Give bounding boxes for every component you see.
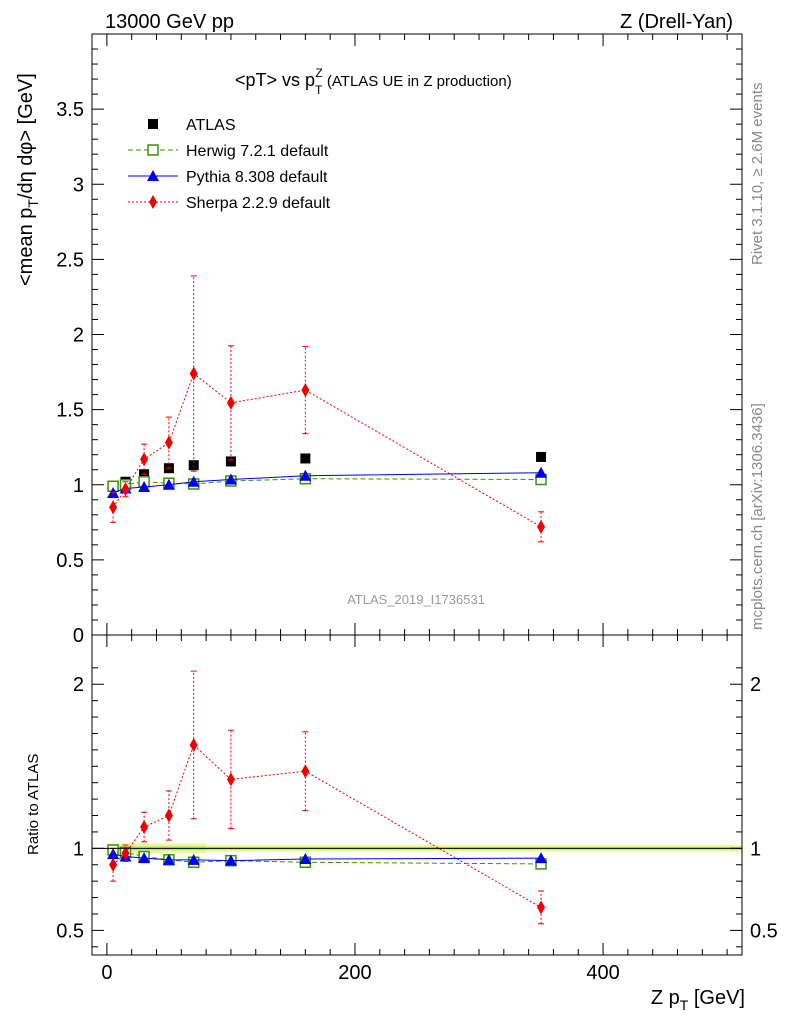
- y-tick-label: 0.5: [56, 550, 84, 572]
- ratio-plot-marks: [92, 670, 742, 925]
- legend-label-pythia: Pythia 8.308 default: [186, 169, 328, 186]
- ratio-plot-frame: [91, 634, 743, 956]
- ratio-y-tick-label: 0.5: [750, 920, 778, 942]
- ratio-point-pythia: [138, 852, 151, 864]
- ratio-y-tick-label: 2: [750, 674, 761, 696]
- legend: ATLAS Herwig 7.2.1 default Pythia 8.308 de…: [128, 117, 331, 212]
- x-tick-label: 200: [338, 962, 371, 984]
- ratio-y-tick-label: 0.5: [56, 920, 84, 942]
- legend-label-atlas: ATLAS: [186, 117, 236, 134]
- chart-title: <pT> vs pTZ (ATLAS UE in Z production): [235, 66, 512, 97]
- main-plot-axes: 0 0.5 1 1.5 2 2.5 3 3.5: [56, 33, 743, 647]
- data-point-atlas: [536, 451, 547, 462]
- y-tick-label: 2: [73, 325, 84, 347]
- ratio-y-tick-label: 1: [750, 838, 761, 860]
- y-tick-label: 1: [73, 475, 84, 497]
- data-point-pythia: [138, 481, 151, 493]
- legend-label-herwig: Herwig 7.2.1 default: [186, 143, 329, 160]
- rivet-label: Rivet 3.1.10, ≥ 2.6M events: [749, 83, 766, 266]
- data-point-sherpa: [226, 395, 235, 410]
- data-point-pythia: [187, 475, 200, 487]
- ratio-line-pythia: [112, 853, 542, 862]
- data-point-sherpa: [164, 435, 173, 450]
- data-point-sherpa: [537, 519, 546, 534]
- ratio-point-sherpa: [226, 772, 235, 787]
- ratio-point-sherpa: [189, 737, 198, 752]
- ratio-point-sherpa: [121, 846, 130, 861]
- analysis-id: ATLAS_2019_I1736531: [347, 592, 485, 607]
- data-point-atlas: [300, 453, 311, 464]
- y-tick-label: 3.5: [56, 99, 84, 121]
- y-tick-label: 3: [73, 174, 84, 196]
- data-point-pythia: [299, 469, 312, 481]
- data-point-sherpa: [109, 500, 118, 515]
- data-point-atlas: [225, 456, 236, 467]
- ratio-y-axis-title: Ratio to ATLAS: [25, 754, 42, 855]
- ratio-point-pythia: [107, 848, 120, 860]
- series-line-herwig: [113, 478, 542, 487]
- ratio-plot-axes: 0 200 400 0.5 0.5 1 1 2 2: [56, 634, 778, 984]
- ratio-point-pythia: [535, 852, 548, 864]
- y-tick-label: 1.5: [56, 400, 84, 422]
- data-point-sherpa: [189, 366, 198, 381]
- x-axis-title: Z pT [GeV]: [651, 987, 745, 1013]
- data-point-pythia: [162, 478, 175, 490]
- ratio-point-sherpa: [537, 900, 546, 915]
- header-left: 13000 GeV pp: [105, 11, 234, 33]
- ratio-point-sherpa: [164, 808, 173, 823]
- legend-marker-pythia: [147, 170, 159, 181]
- y-tick-label: 0: [73, 625, 84, 647]
- mcplots-label: mcplots.cern.ch [arXiv:1306.3436]: [749, 403, 766, 630]
- ratio-line-herwig: [112, 849, 542, 865]
- header-right: Z (Drell-Yan): [620, 11, 733, 33]
- x-tick-label: 400: [586, 962, 619, 984]
- series-line-sherpa: [112, 372, 542, 528]
- y-tick-label: 2.5: [56, 249, 84, 271]
- ratio-point-sherpa: [301, 764, 310, 779]
- y-axis-title: <mean pT/dη dφ> [GeV]: [15, 73, 41, 286]
- data-point-sherpa: [301, 383, 310, 398]
- ratio-point-pythia: [187, 853, 200, 865]
- legend-marker-sherpa: [149, 195, 157, 209]
- ratio-point-pythia: [224, 854, 237, 866]
- data-point-pythia: [535, 466, 548, 478]
- ratio-y-tick-label: 2: [73, 674, 84, 696]
- data-point-atlas: [188, 460, 199, 471]
- main-plot-marks: [107, 275, 548, 543]
- legend-label-sherpa: Sherpa 2.2.9 default: [186, 195, 331, 212]
- legend-marker-herwig: [147, 144, 159, 156]
- ratio-point-pythia: [299, 853, 312, 864]
- x-tick-label: 0: [101, 962, 112, 984]
- ratio-point-sherpa: [140, 820, 149, 834]
- data-point-sherpa: [140, 452, 149, 467]
- data-point-sherpa: [121, 482, 130, 497]
- ratio-point-pythia: [162, 853, 175, 865]
- ratio-y-tick-label: 1: [73, 838, 84, 860]
- ratio-point-sherpa: [109, 857, 118, 872]
- legend-marker-atlas: [148, 119, 158, 129]
- data-point-pythia: [224, 473, 237, 485]
- ratio-line-sherpa: [112, 744, 542, 908]
